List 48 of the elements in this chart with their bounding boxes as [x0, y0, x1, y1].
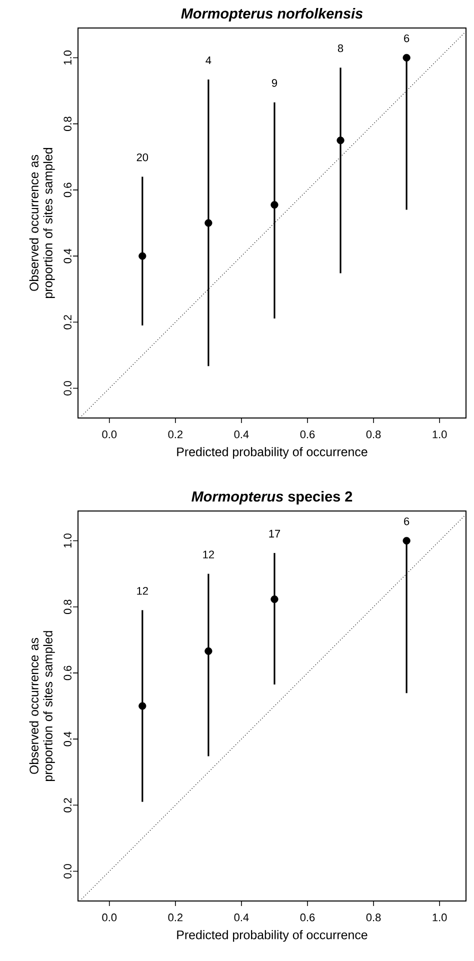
x-tick-label: 0.2: [168, 914, 182, 922]
chart-title: Mormopterus norfolkensis: [181, 8, 363, 22]
x-tick-label: 0.6: [300, 914, 315, 922]
y-tick-label: 0.4: [64, 248, 72, 264]
point: [402, 54, 410, 62]
x-axis-title: Predicted probability of occurrence: [177, 447, 368, 459]
annotation: 17: [269, 530, 280, 538]
annotation: 6: [404, 517, 410, 526]
y-tick-label: 0.6: [64, 666, 72, 680]
y-tick-label: 0.4: [64, 732, 72, 746]
point: [336, 136, 344, 144]
point: [138, 702, 146, 710]
annotation: 20: [136, 153, 148, 162]
point: [270, 595, 278, 604]
y-tick-label: 0.2: [64, 315, 72, 330]
y-tick-label: 0.2: [64, 798, 72, 812]
y-tick-label: 1.0: [64, 534, 72, 548]
y-tick-label: 0.6: [64, 182, 72, 198]
y-tick-label: 1.0: [64, 50, 72, 65]
annotation: 9: [272, 79, 278, 87]
x-tick-label: 0.2: [168, 430, 182, 438]
annotation: 6: [404, 34, 410, 42]
point: [204, 219, 212, 227]
annotation: 12: [137, 586, 148, 595]
x-tick-label: 0.4: [234, 914, 249, 922]
point: [204, 647, 212, 655]
x-tick-label: 0.8: [366, 914, 381, 922]
y-tick-label: 0.8: [64, 600, 72, 614]
y-axis-title: Observed occurrence as proportion of sites sampled: [29, 631, 55, 781]
x-tick-label: 0.0: [102, 914, 117, 922]
x-tick-label: 0.6: [300, 430, 315, 438]
x-axis-title: Predicted probability of occurrence: [177, 930, 368, 942]
y-tick-label: 0.0: [64, 381, 72, 396]
x-tick-label: 0.8: [366, 430, 381, 438]
x-tick-label: 1.0: [432, 430, 447, 438]
point: [270, 201, 278, 209]
y-tick-label: 0.8: [64, 116, 72, 132]
x-tick-label: 1.0: [432, 914, 447, 922]
annotation: 8: [338, 44, 344, 52]
annotation: 12: [203, 550, 214, 558]
x-tick-label: 0.0: [102, 430, 117, 438]
chart-title: Mormopterus species 2: [192, 491, 352, 504]
x-tick-label: 0.4: [234, 430, 249, 438]
annotation: 4: [206, 56, 212, 64]
point: [402, 536, 410, 545]
point: [138, 252, 146, 260]
y-tick-label: 0.0: [64, 864, 72, 878]
y-axis-title: Observed occurrence as proportion of sites sampled: [29, 148, 55, 298]
